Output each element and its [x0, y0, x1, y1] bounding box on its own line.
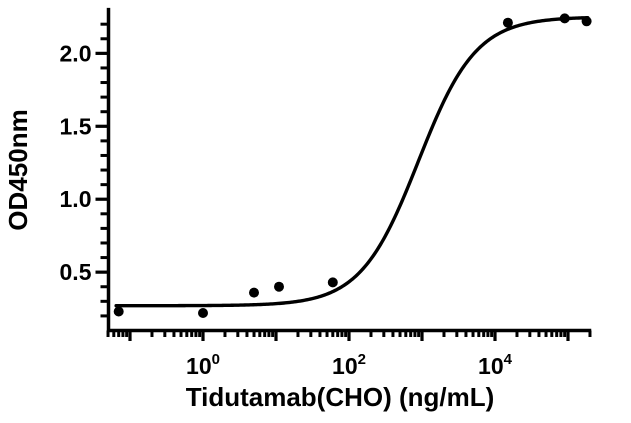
x-tick-label: 104	[478, 351, 513, 379]
data-point	[581, 16, 592, 27]
y-tick-label: 1.0	[60, 186, 92, 212]
data-point	[502, 17, 513, 28]
data-point	[559, 13, 570, 24]
tick-marks	[95, 22, 592, 341]
y-tick-label: 0.5	[60, 259, 92, 285]
x-tick-base: 10	[478, 353, 504, 379]
x-tick-base: 10	[186, 353, 212, 379]
x-tick-label: 102	[332, 351, 366, 379]
data-point	[198, 308, 208, 318]
x-tick-exponent: 0	[212, 351, 220, 368]
data-point	[249, 287, 259, 298]
y-tick-label: 2.0	[60, 40, 92, 66]
x-tick-label: 100	[186, 351, 220, 379]
y-axis-title: OD450nm	[3, 109, 33, 230]
data-point	[113, 306, 124, 317]
data-point	[327, 277, 338, 288]
x-axis-title: Tidutamab(CHO) (ng/mL)	[186, 382, 495, 412]
x-tick-base: 10	[332, 353, 358, 379]
x-tick-exponent: 4	[504, 351, 513, 368]
y-tick-label: 1.5	[60, 113, 92, 139]
sigmoid-fit-line	[114, 16, 590, 308]
data-point	[274, 281, 284, 292]
data-points	[113, 13, 592, 318]
x-tick-exponent: 2	[358, 351, 366, 368]
fit-curve	[114, 16, 590, 308]
